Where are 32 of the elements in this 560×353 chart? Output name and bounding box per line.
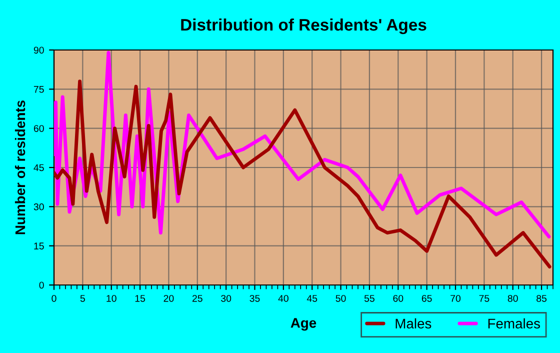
x-axis-title: Age — [290, 318, 316, 331]
y-axis-title: Number of residents — [14, 100, 26, 234]
x-tick-label: 70 — [450, 294, 461, 302]
x-tick-label: 60 — [393, 294, 404, 302]
chart-title: Distribution of Residents' Ages — [181, 18, 426, 34]
x-tick-label: 65 — [422, 294, 432, 302]
x-tick-label: 85 — [536, 294, 547, 302]
x-tick-label: 50 — [336, 294, 346, 302]
x-tick-label: 75 — [479, 295, 490, 302]
x-tick-label: 15 — [135, 295, 146, 302]
y-tick-label: 0 — [39, 282, 44, 289]
x-tick-label: 5 — [80, 295, 85, 302]
x-tick-label: 25 — [192, 294, 202, 302]
legend-label: Males — [396, 318, 432, 329]
y-tick-label: 15 — [34, 242, 44, 250]
y-tick-label: 90 — [34, 46, 44, 54]
x-tick-label: 30 — [221, 294, 232, 302]
legend-label: Females — [488, 318, 540, 329]
y-tick-label: 45 — [34, 164, 44, 172]
x-tick-label: 55 — [364, 295, 374, 302]
x-tick-label: 0 — [52, 294, 56, 302]
x-tick-label: 45 — [306, 295, 318, 302]
x-tick-label: 20 — [164, 294, 174, 302]
x-tick-label: 80 — [508, 294, 518, 302]
x-tick-label: 35 — [250, 294, 260, 302]
line-series — [54, 80, 552, 268]
y-tick-label: 75 — [34, 86, 44, 93]
y-tick-label: 30 — [34, 203, 44, 210]
line-series — [54, 50, 551, 238]
x-tick-label: 10 — [106, 294, 116, 302]
x-tick-label: 40 — [278, 294, 288, 302]
y-tick-label: 60 — [34, 125, 44, 132]
